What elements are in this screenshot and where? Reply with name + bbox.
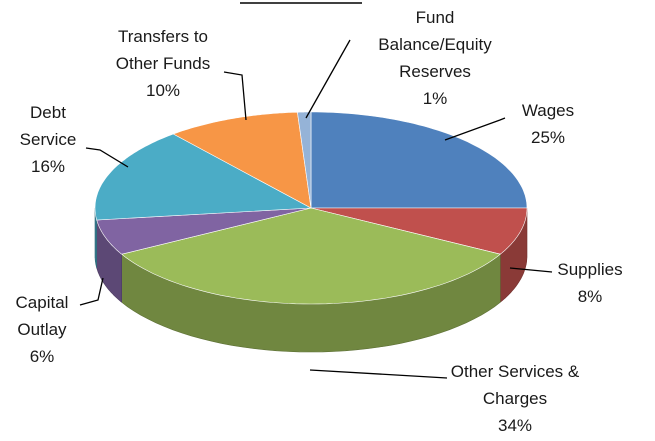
pie-slice bbox=[94, 133, 313, 221]
data-label: Other Services & Charges 34% bbox=[445, 358, 585, 439]
leader-line bbox=[305, 39, 351, 119]
leader-line bbox=[85, 147, 129, 168]
leader-line bbox=[444, 117, 506, 141]
data-label: Debt Service 16% bbox=[11, 99, 85, 180]
percent-label: 16% bbox=[30, 157, 66, 176]
category-label: Wages bbox=[521, 101, 575, 120]
data-label: Transfers to Other Funds 10% bbox=[101, 23, 225, 104]
pie-slice bbox=[121, 207, 501, 305]
category-label: Capital Outlay bbox=[15, 293, 69, 339]
category-label: Supplies bbox=[557, 260, 623, 279]
pie-slice bbox=[310, 207, 528, 255]
data-label: Capital Outlay 6% bbox=[5, 289, 79, 370]
category-label: Transfers to Other Funds bbox=[115, 27, 211, 73]
pie-slice bbox=[172, 111, 312, 209]
percent-label: 34% bbox=[497, 416, 533, 435]
leader-line bbox=[309, 369, 448, 379]
percent-label: 1% bbox=[422, 89, 448, 108]
percent-label: 25% bbox=[530, 128, 566, 147]
category-label: Fund Balance/Equity Reserves bbox=[378, 8, 492, 81]
data-label: Wages 25% bbox=[498, 97, 598, 151]
leader-line bbox=[223, 71, 247, 121]
leader-line bbox=[79, 277, 104, 306]
category-label: Debt Service bbox=[19, 103, 77, 149]
data-label: Supplies 8% bbox=[540, 256, 640, 310]
category-label: Other Services & Charges bbox=[450, 362, 580, 408]
pie-slice bbox=[310, 111, 528, 209]
percent-label: 10% bbox=[145, 81, 181, 100]
pie-slice bbox=[96, 207, 312, 255]
data-label: Fund Balance/Equity Reserves 1% bbox=[370, 4, 500, 112]
leader-line bbox=[509, 267, 553, 273]
percent-label: 8% bbox=[577, 287, 603, 306]
percent-label: 6% bbox=[29, 347, 55, 366]
